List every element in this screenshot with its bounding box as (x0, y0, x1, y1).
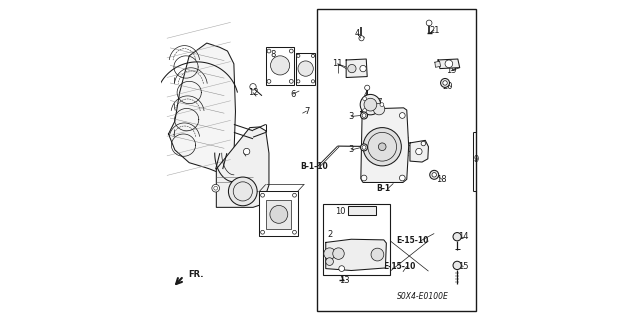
Circle shape (363, 109, 367, 113)
Text: 15: 15 (458, 262, 468, 271)
Circle shape (289, 49, 293, 53)
Circle shape (371, 248, 384, 261)
Circle shape (267, 49, 271, 53)
Circle shape (271, 56, 290, 75)
Circle shape (453, 261, 461, 270)
Circle shape (292, 230, 296, 234)
Polygon shape (346, 59, 367, 78)
Circle shape (399, 113, 405, 118)
Polygon shape (361, 108, 409, 182)
Text: E-15-10: E-15-10 (383, 262, 415, 271)
Text: 17: 17 (372, 98, 383, 107)
Circle shape (360, 94, 381, 115)
Circle shape (324, 248, 335, 259)
Text: 19: 19 (446, 66, 457, 75)
Text: B-1: B-1 (376, 184, 390, 193)
Circle shape (312, 54, 315, 57)
Circle shape (243, 148, 250, 155)
Circle shape (361, 175, 367, 181)
Bar (259, 191, 298, 236)
Circle shape (429, 170, 438, 179)
Bar (266, 47, 294, 85)
Circle shape (361, 113, 367, 118)
Circle shape (292, 193, 296, 197)
Circle shape (312, 80, 315, 83)
Bar (266, 200, 291, 229)
Text: FR.: FR. (188, 270, 204, 279)
Bar (323, 204, 390, 275)
Polygon shape (326, 239, 387, 271)
Circle shape (445, 60, 452, 68)
Circle shape (360, 65, 366, 72)
Text: 10: 10 (335, 207, 346, 216)
Circle shape (365, 85, 370, 90)
Polygon shape (168, 43, 236, 172)
Text: 4: 4 (364, 90, 369, 99)
Circle shape (364, 98, 377, 111)
Circle shape (339, 266, 344, 271)
Circle shape (297, 54, 300, 57)
Text: 3: 3 (349, 145, 354, 154)
Circle shape (326, 258, 333, 265)
Text: 21: 21 (429, 26, 440, 35)
Circle shape (362, 114, 366, 117)
Circle shape (363, 97, 367, 100)
Text: 6: 6 (290, 90, 296, 99)
Circle shape (297, 80, 300, 83)
Circle shape (348, 64, 356, 73)
Circle shape (260, 230, 264, 234)
Bar (317, 9, 476, 311)
Circle shape (360, 112, 367, 119)
Text: S0X4-E0100E: S0X4-E0100E (397, 292, 449, 301)
Circle shape (289, 79, 293, 83)
Text: B-1-10: B-1-10 (300, 162, 328, 171)
Text: 12: 12 (248, 88, 259, 97)
Bar (348, 206, 376, 215)
Text: 14: 14 (458, 232, 468, 241)
Circle shape (426, 20, 432, 26)
Text: 1: 1 (378, 153, 383, 162)
Text: 7: 7 (304, 107, 309, 115)
Text: 11: 11 (332, 59, 343, 68)
Polygon shape (410, 140, 428, 162)
Circle shape (362, 145, 366, 149)
Text: 2: 2 (327, 230, 332, 239)
Circle shape (453, 233, 461, 241)
Text: 13: 13 (339, 276, 349, 285)
Circle shape (270, 205, 288, 223)
Polygon shape (435, 61, 440, 67)
Text: 20: 20 (442, 82, 453, 91)
Polygon shape (216, 127, 269, 207)
Circle shape (432, 173, 436, 177)
Circle shape (416, 148, 422, 155)
Circle shape (212, 184, 220, 192)
Circle shape (443, 81, 447, 85)
Circle shape (360, 144, 367, 151)
Text: 3: 3 (349, 112, 354, 121)
Circle shape (440, 78, 449, 87)
Circle shape (260, 193, 264, 197)
Text: 4: 4 (355, 29, 360, 38)
Text: 5: 5 (266, 205, 271, 214)
Circle shape (298, 61, 314, 76)
Circle shape (333, 248, 344, 259)
Text: 9: 9 (473, 155, 478, 164)
Text: E-15-10: E-15-10 (396, 236, 429, 245)
Polygon shape (438, 59, 460, 69)
Circle shape (378, 143, 386, 151)
Circle shape (399, 175, 405, 181)
Circle shape (373, 103, 385, 115)
Text: 8: 8 (270, 50, 275, 59)
Circle shape (363, 128, 401, 166)
Circle shape (359, 36, 364, 41)
Circle shape (380, 103, 384, 107)
Bar (296, 53, 316, 85)
Circle shape (421, 141, 426, 146)
Circle shape (228, 177, 257, 206)
Text: 16: 16 (407, 145, 418, 154)
Circle shape (250, 84, 256, 90)
Circle shape (267, 79, 271, 83)
Text: 18: 18 (436, 175, 447, 184)
